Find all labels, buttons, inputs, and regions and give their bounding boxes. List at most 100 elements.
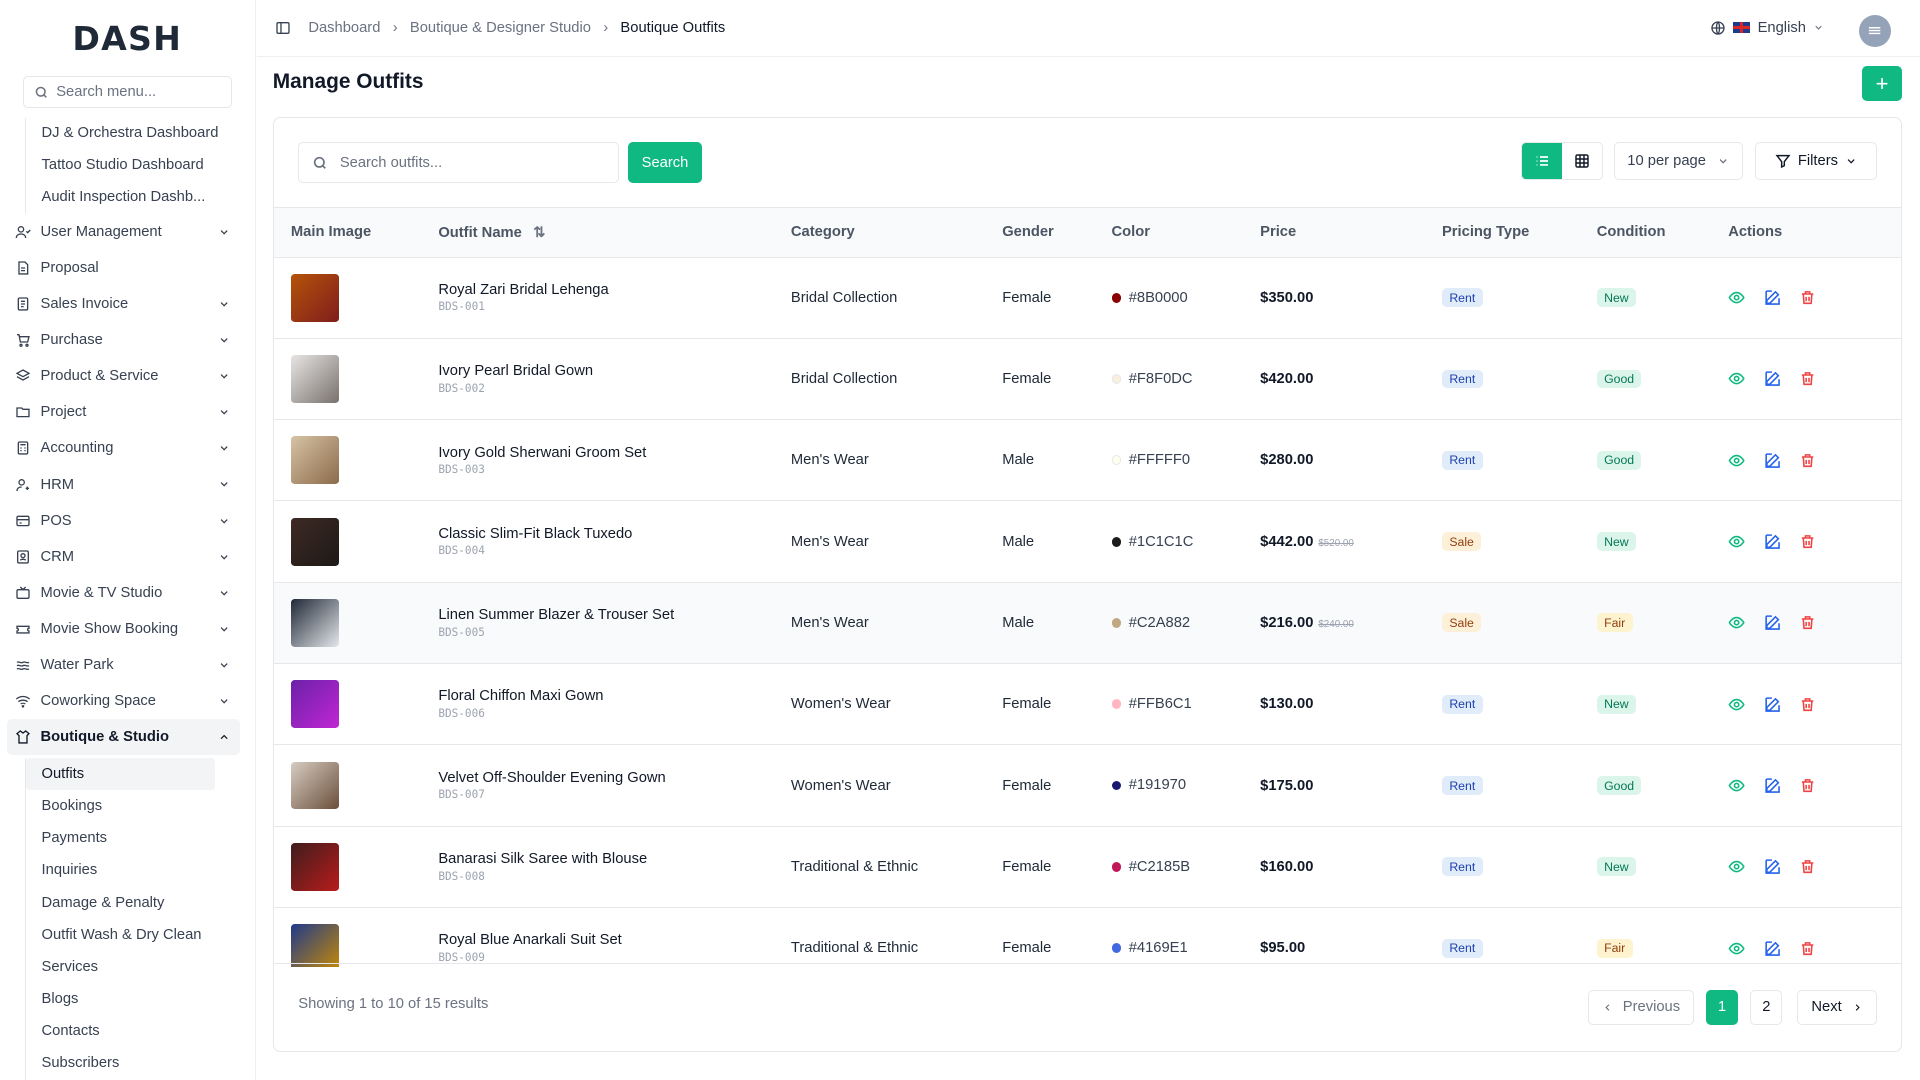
sidebar-subitem-blogs[interactable]: Blogs	[41, 991, 79, 1008]
filters-button[interactable]: Filters	[1755, 142, 1877, 181]
avatar[interactable]	[1858, 14, 1891, 47]
view-eye-icon[interactable]	[1728, 858, 1745, 875]
column-header-label: Condition	[1596, 224, 1666, 241]
person-icon	[15, 476, 32, 493]
next-button[interactable]: Next	[1797, 990, 1877, 1025]
search-button[interactable]: Search	[627, 142, 703, 183]
outfit-price: $95.00	[1260, 940, 1306, 957]
condition-badge: New	[1596, 857, 1637, 877]
edit-icon[interactable]	[1764, 614, 1781, 631]
invoice-icon	[15, 295, 32, 312]
globe-icon	[1711, 20, 1725, 35]
edit-icon[interactable]	[1764, 777, 1781, 794]
sidebar-item-user-management[interactable]: User Management	[0, 214, 255, 250]
sidebar-item-movie-show-booking[interactable]: Movie Show Booking	[0, 611, 255, 647]
table-toolbar: Search outfits... Search 10 per page Fil…	[274, 118, 1901, 208]
breadcrumb-item[interactable]: Boutique & Designer Studio	[409, 19, 591, 36]
table-row: Linen Summer Blazer & Trouser Set BDS-005…	[273, 582, 1901, 664]
sidebar-subitem[interactable]: Audit Inspection Dashb...	[41, 188, 206, 205]
sidebar-item-label: HRM	[40, 476, 75, 493]
sidebar-subitem-subscribers[interactable]: Subscribers	[41, 1055, 120, 1072]
breadcrumb-item[interactable]: Dashboard	[308, 19, 381, 36]
sort-icon[interactable]: ⇅	[533, 224, 546, 241]
sidebar-item-boutique-studio[interactable]: Boutique & Studio	[7, 719, 240, 756]
list-view-button[interactable]	[1521, 143, 1562, 180]
edit-icon[interactable]	[1764, 370, 1781, 387]
previous-button[interactable]: Previous	[1588, 990, 1694, 1025]
sidebar-item-label: Product & Service	[40, 368, 159, 385]
sidebar-item-sales-invoice[interactable]: Sales Invoice	[0, 286, 255, 322]
sidebar-item-hrm[interactable]: HRM	[0, 466, 255, 502]
outfit-image	[290, 355, 339, 403]
sidebar-subitem[interactable]: Tattoo Studio Dashboard	[41, 156, 204, 173]
delete-trash-icon[interactable]	[1799, 289, 1816, 306]
sidebar-item-pos[interactable]: POS	[0, 503, 255, 539]
add-outfit-button[interactable]: +	[1862, 66, 1902, 101]
chevron-left-icon	[1605, 1004, 1610, 1011]
view-eye-icon[interactable]	[1728, 696, 1745, 713]
delete-trash-icon[interactable]	[1799, 940, 1816, 957]
edit-icon[interactable]	[1764, 289, 1781, 306]
sidebar-item-label: Project	[40, 404, 87, 421]
sidebar-subitem[interactable]: DJ & Orchestra Dashboard	[41, 124, 219, 141]
outfit-price: $350.00	[1260, 289, 1314, 306]
column-header[interactable]: Outfit Name ⇅	[421, 208, 774, 257]
pricing-type-badge: Rent	[1441, 857, 1483, 877]
view-eye-icon[interactable]	[1728, 614, 1745, 631]
list-icon	[1536, 156, 1548, 167]
search-input[interactable]: Search outfits...	[298, 142, 619, 183]
sidebar-item-water-park[interactable]: Water Park	[0, 647, 255, 683]
chevron-down-icon	[220, 663, 228, 668]
page-1-button[interactable]: 1	[1706, 990, 1739, 1025]
outfits-table: Main Image Outfit Name ⇅ Category Gender Col…	[273, 207, 1901, 967]
view-eye-icon[interactable]	[1728, 533, 1745, 550]
topbar: Dashboard › Boutique & Designer Studio › Bou…	[256, 0, 1920, 57]
outfit-code: BDS-003	[438, 463, 485, 476]
sidebar-item-coworking-space[interactable]: Coworking Space	[0, 683, 255, 719]
sidebar-item-crm[interactable]: CRM	[0, 539, 255, 575]
sidebar-item-project[interactable]: Project	[0, 394, 255, 430]
sidebar-subitem-outfits[interactable]: Outfits	[25, 757, 216, 790]
view-eye-icon[interactable]	[1728, 370, 1745, 387]
edit-icon[interactable]	[1764, 696, 1781, 713]
sidebar-item-product-service[interactable]: Product & Service	[0, 358, 255, 394]
delete-trash-icon[interactable]	[1799, 858, 1816, 875]
delete-trash-icon[interactable]	[1799, 370, 1816, 387]
pricing-type-badge: Rent	[1441, 369, 1483, 389]
sidebar-subitem-inquiries[interactable]: Inquiries	[41, 862, 98, 879]
per-page-select[interactable]: 10 per page	[1614, 142, 1743, 181]
view-eye-icon[interactable]	[1728, 940, 1745, 957]
pricing-type-badge: Sale	[1441, 532, 1482, 552]
view-eye-icon[interactable]	[1728, 452, 1745, 469]
delete-trash-icon[interactable]	[1799, 614, 1816, 631]
delete-trash-icon[interactable]	[1799, 533, 1816, 550]
view-eye-icon[interactable]	[1728, 777, 1745, 794]
sidebar-item-accounting[interactable]: Accounting	[0, 430, 255, 466]
view-eye-icon[interactable]	[1728, 289, 1745, 306]
edit-icon[interactable]	[1764, 452, 1781, 469]
edit-icon[interactable]	[1764, 940, 1781, 957]
delete-trash-icon[interactable]	[1799, 777, 1816, 794]
page-2-button[interactable]: 2	[1750, 990, 1783, 1025]
edit-icon[interactable]	[1764, 533, 1781, 550]
edit-icon[interactable]	[1764, 858, 1781, 875]
delete-trash-icon[interactable]	[1799, 696, 1816, 713]
outfit-image	[290, 924, 339, 967]
language-selector[interactable]: English	[1710, 20, 1825, 36]
per-page-label: 10 per page	[1627, 153, 1706, 170]
sidebar-subitem-bookings[interactable]: Bookings	[41, 797, 103, 814]
delete-trash-icon[interactable]	[1799, 452, 1816, 469]
sidebar-item-movie-tv-studio[interactable]: Movie & TV Studio	[0, 575, 255, 611]
sidebar-subitem-services[interactable]: Services	[41, 958, 99, 975]
sidebar-subitem-damage-penalty[interactable]: Damage & Penalty	[41, 894, 165, 911]
sidebar-subitem-payments[interactable]: Payments	[41, 830, 108, 847]
sidebar-subitem-outfit-wash-dry-clean[interactable]: Outfit Wash & Dry Clean	[41, 926, 202, 943]
sidebar-item-proposal[interactable]: Proposal	[0, 250, 255, 286]
sidebar-toggle-icon[interactable]	[275, 20, 291, 36]
grid-view-button[interactable]	[1562, 143, 1602, 179]
sidebar-subitem-contacts[interactable]: Contacts	[41, 1023, 100, 1040]
sidebar-item-purchase[interactable]: Purchase	[0, 322, 255, 358]
column-header-label: Price	[1260, 224, 1297, 241]
breadcrumb-separator-icon: ›	[603, 19, 609, 36]
sidebar-search[interactable]: Search menu...	[23, 76, 233, 109]
